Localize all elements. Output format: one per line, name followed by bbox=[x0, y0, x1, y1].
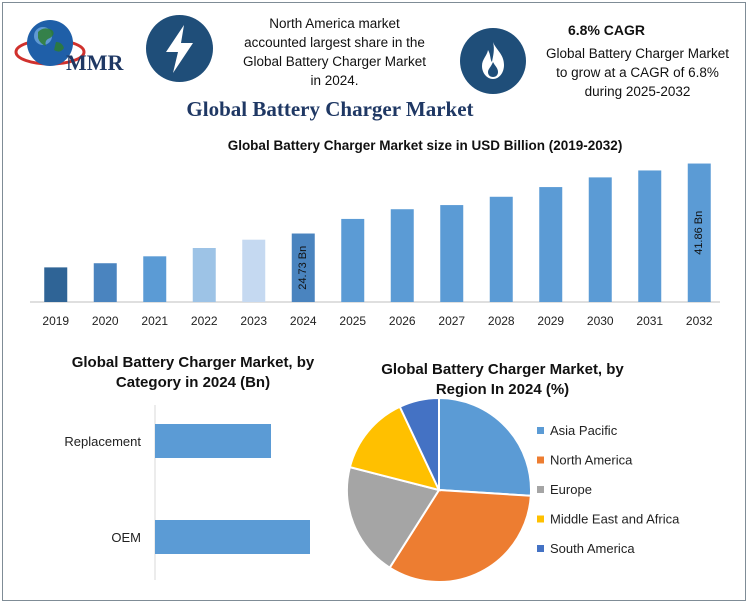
legend-swatch-north-america bbox=[537, 456, 544, 464]
cagr-title: 6.8% CAGR bbox=[568, 22, 646, 38]
x-tick-2024: 2024 bbox=[290, 314, 317, 328]
legend-label-europe: Europe bbox=[550, 482, 592, 497]
bar-2026 bbox=[390, 209, 414, 302]
legend-swatch-asia-pacific bbox=[537, 427, 544, 434]
bar-2030 bbox=[588, 177, 612, 302]
info-right-line-3: during 2025-2032 bbox=[584, 84, 691, 99]
bar-2031 bbox=[638, 170, 662, 302]
x-tick-2026: 2026 bbox=[389, 314, 416, 328]
x-tick-2025: 2025 bbox=[339, 314, 366, 328]
pie-slice-south-america bbox=[398, 396, 440, 491]
bar-2022 bbox=[192, 248, 216, 302]
info-left-line-3: Global Battery Charger Market bbox=[242, 54, 427, 69]
pie-slice-europe bbox=[346, 465, 441, 570]
bar-2032 bbox=[687, 163, 711, 302]
pie-slice-asia-pacific bbox=[438, 396, 532, 497]
legend-label-middle-east-and-africa: Middle East and Africa bbox=[550, 512, 680, 527]
bar-2025 bbox=[341, 218, 365, 302]
legend-label-north-america: North America bbox=[550, 453, 633, 468]
y-tick-replacement: Replacement bbox=[64, 434, 141, 449]
category-chart-title: Global Battery Charger Market, by Catego… bbox=[48, 353, 338, 393]
x-tick-2028: 2028 bbox=[488, 314, 515, 328]
x-tick-2022: 2022 bbox=[191, 314, 218, 328]
legend-label-asia-pacific: Asia Pacific bbox=[550, 423, 618, 438]
info-left-line-4: in 2024. bbox=[310, 73, 359, 88]
lightning-bolt-icon bbox=[146, 15, 213, 82]
x-tick-2021: 2021 bbox=[141, 314, 168, 328]
bar-2027 bbox=[440, 205, 464, 302]
mmr-logo: MMR bbox=[10, 12, 140, 75]
info-right-line-1: Global Battery Charger Market bbox=[545, 46, 730, 61]
bar-2028 bbox=[489, 196, 513, 302]
flame-icon bbox=[460, 28, 526, 94]
info-right-line-2: to grow at a CAGR of 6.8% bbox=[556, 65, 719, 80]
bar-2024 bbox=[291, 233, 315, 302]
info-cagr: Global Battery Charger Market to grow at… bbox=[530, 44, 745, 101]
x-tick-2029: 2029 bbox=[537, 314, 564, 328]
data-label-2032: 41.86 Bn bbox=[693, 211, 705, 255]
info-left-line-1: North America market bbox=[269, 16, 400, 31]
x-tick-2030: 2030 bbox=[587, 314, 614, 328]
bar-2023 bbox=[242, 239, 266, 302]
bar-2021 bbox=[143, 256, 167, 302]
legend-swatch-middle-east-and-africa bbox=[537, 515, 544, 523]
x-tick-2019: 2019 bbox=[42, 314, 69, 328]
logo-text: MMR bbox=[66, 50, 124, 75]
hbar-oem bbox=[155, 520, 310, 554]
info-left-line-2: accounted largest share in the bbox=[244, 35, 425, 50]
region-pie-chart: Asia Pacific North America Europe Middle Ea… bbox=[346, 396, 680, 583]
category-bar-chart: Replacement OEM bbox=[64, 405, 310, 580]
hbar-replacement bbox=[155, 424, 271, 458]
info-north-america: North America market accounted largest s… bbox=[222, 14, 447, 90]
bar-2029 bbox=[539, 187, 563, 302]
category-chart-title-text: Global Battery Charger Market, by Catego… bbox=[71, 354, 315, 391]
x-tick-2032: 2032 bbox=[686, 314, 713, 328]
region-chart-title-text: Global Battery Charger Market, by Region… bbox=[381, 361, 624, 398]
bar-chart-title: Global Battery Charger Market size in US… bbox=[227, 138, 623, 153]
data-label-2024: 24.73 Bn bbox=[297, 246, 309, 290]
legend-label-south-america: South America bbox=[550, 541, 635, 556]
bar-2019 bbox=[44, 267, 68, 302]
legend-swatch-europe bbox=[537, 486, 544, 493]
pie-slice-middle-east-and-africa bbox=[348, 405, 441, 492]
legend-swatch-south-america bbox=[537, 545, 544, 552]
x-tick-2031: 2031 bbox=[636, 314, 663, 328]
region-chart-title: Global Battery Charger Market, by Region… bbox=[365, 360, 640, 400]
x-tick-2027: 2027 bbox=[438, 314, 465, 328]
bar-2020 bbox=[93, 263, 117, 302]
x-tick-2023: 2023 bbox=[240, 314, 267, 328]
y-tick-oem: OEM bbox=[111, 530, 141, 545]
page-title: Global Battery Charger Market bbox=[186, 97, 474, 121]
market-size-bar-chart: 2019 2020 2021 2022 2023 2024 24.73 Bn 2025 2026… bbox=[30, 163, 720, 328]
x-tick-2020: 2020 bbox=[92, 314, 119, 328]
